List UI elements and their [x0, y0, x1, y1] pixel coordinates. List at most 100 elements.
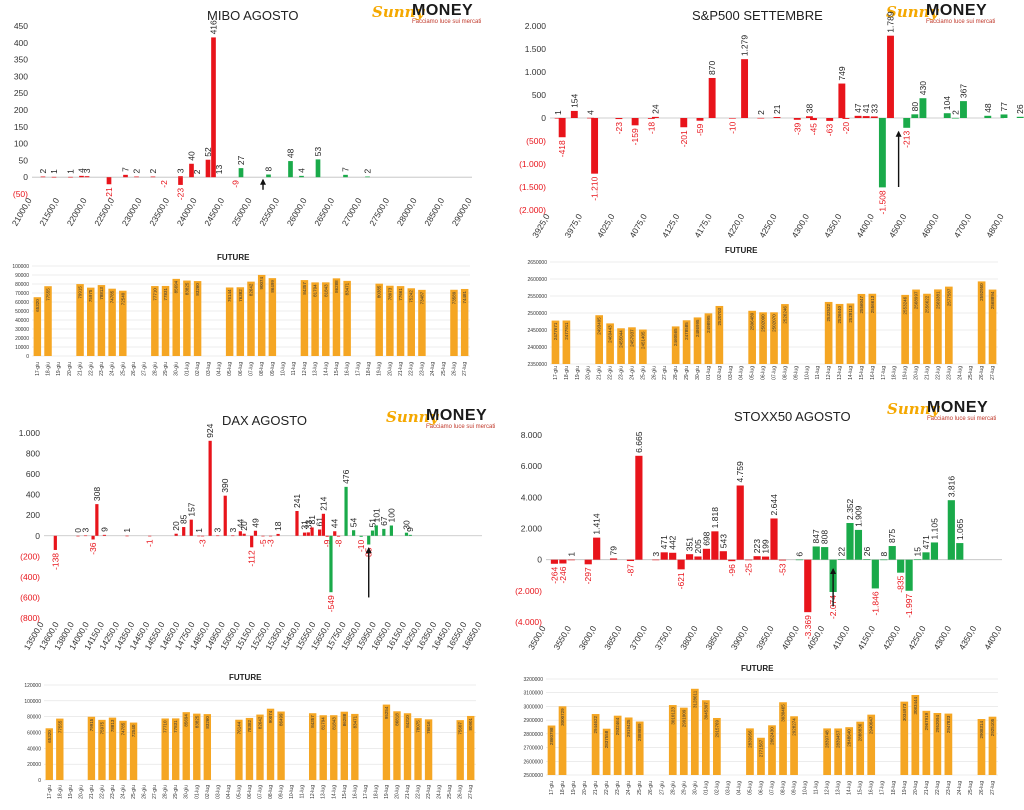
date-label: 15-lug — [334, 362, 340, 376]
date-label: 17-giu — [47, 785, 53, 799]
date-label: 18-giu — [46, 362, 52, 376]
data-label: 471 — [659, 535, 669, 549]
date-label: 30-giu — [692, 781, 698, 795]
future-value-label: 2526640 — [837, 305, 842, 323]
data-bar — [197, 535, 201, 537]
data-label: 7 — [121, 167, 131, 172]
data-bar — [821, 547, 829, 560]
date-label: 04-lug — [736, 781, 742, 795]
future-value-label: 77555 — [57, 720, 62, 733]
future-bar — [257, 274, 266, 356]
future-bar — [779, 702, 787, 775]
future-value-label: 75242 — [409, 290, 414, 303]
future-value-label: 83260 — [205, 716, 210, 729]
data-label: 6 — [794, 552, 804, 557]
future-value-label: 81843 — [323, 284, 328, 297]
y-tick-label: 8.000 — [521, 430, 543, 440]
data-label: 100 — [386, 508, 396, 522]
data-bar — [266, 174, 271, 178]
future-value-label: 2915769 — [714, 719, 719, 737]
future-value-label: 2932464 — [615, 717, 620, 735]
data-bar — [182, 527, 186, 536]
date-label: 23-lug — [419, 362, 425, 376]
future-bar — [382, 704, 391, 780]
logo-script: Sunny — [887, 400, 940, 418]
y-tick-label: 30000 — [15, 327, 29, 333]
data-label: 8 — [879, 552, 889, 557]
date-label: 03-lug — [206, 362, 212, 376]
data-label: 33 — [869, 104, 879, 114]
y-tick-label: 0 — [537, 555, 542, 565]
future-bar — [108, 717, 117, 780]
data-bar — [150, 176, 156, 178]
future-bar — [768, 725, 776, 775]
future-value-label: 86288 — [342, 713, 347, 726]
date-label: 07-lug — [772, 366, 778, 380]
future-bar — [602, 728, 611, 775]
future-bar — [558, 706, 567, 775]
data-label: 3 — [82, 168, 92, 173]
date-label: 14-lug — [331, 785, 337, 799]
future-value-label: 2568894 — [990, 291, 995, 309]
chart-canvas: (4.000) (2.000) 0 2.000 4.000 6.000 8.000 3500,… — [515, 430, 1004, 795]
y-tick-label: (50) — [13, 189, 28, 199]
x-tick-label: 4025,0 — [595, 212, 617, 240]
data-bar — [178, 177, 183, 185]
future-value-label: 2848640 — [847, 729, 852, 747]
future-label: FUTURE — [229, 673, 262, 682]
data-label: 61 — [315, 517, 325, 527]
future-bar — [613, 715, 622, 775]
date-label: 26-lug — [979, 781, 985, 795]
data-label: 1 — [553, 110, 563, 115]
data-bar — [778, 559, 787, 561]
future-value-label: 83825 — [184, 282, 189, 295]
data-bar — [842, 118, 850, 119]
y-tick-label: 6.000 — [521, 461, 543, 471]
future-bar — [225, 287, 234, 356]
y-tick-label: (500) — [526, 136, 546, 146]
date-label: 01-lug — [194, 785, 200, 799]
future-value-label: 2837558 — [604, 730, 609, 748]
data-bar — [1000, 114, 1008, 118]
future-bar — [98, 719, 106, 780]
x-tick-label: 26000,0 — [285, 196, 309, 228]
x-tick-label: 3500,0 — [526, 624, 548, 652]
y-tick-label: 50 — [19, 155, 29, 165]
data-bar — [310, 527, 314, 536]
data-bar — [947, 500, 955, 560]
data-bar — [773, 117, 781, 118]
data-bar — [315, 159, 321, 178]
data-bar — [325, 535, 329, 537]
data-label: 1.818 — [710, 507, 720, 529]
data-bar — [635, 455, 643, 560]
future-value-label: 81843 — [331, 717, 336, 730]
logo-script: Sunny — [886, 3, 939, 21]
date-label: 27-giu — [152, 785, 158, 799]
data-bar — [102, 534, 107, 536]
future-bar — [682, 320, 691, 364]
data-label: 4 — [297, 168, 307, 173]
future-bar — [236, 287, 245, 356]
date-label: 18-lug — [373, 785, 379, 799]
y-tick-label: 2900000 — [524, 718, 544, 724]
date-label: 11-lug — [300, 785, 306, 799]
data-label: 476 — [341, 469, 351, 483]
data-bar — [615, 118, 623, 120]
data-bar — [741, 59, 749, 118]
future-value-label: 3010123 — [670, 707, 675, 725]
date-label: 13-lug — [837, 366, 843, 380]
date-label: 27-giu — [662, 366, 668, 380]
future-value-label: 65320 — [35, 299, 40, 312]
data-bar — [887, 35, 894, 118]
data-bar — [1016, 116, 1024, 118]
future-value-label: 2991009 — [681, 709, 686, 727]
data-bar — [389, 525, 393, 536]
data-label: 44 — [330, 519, 340, 529]
future-bar — [418, 289, 426, 356]
chart-panel-mibo: MIBO AGOSTO Sunny MONEY Facciamo luce su… — [0, 0, 512, 405]
y-tick-label: 2650000 — [528, 260, 548, 266]
future-bar — [701, 700, 710, 775]
data-label: 81 — [307, 515, 317, 525]
data-bar — [846, 523, 854, 560]
y-tick-label: 2800000 — [524, 732, 544, 738]
